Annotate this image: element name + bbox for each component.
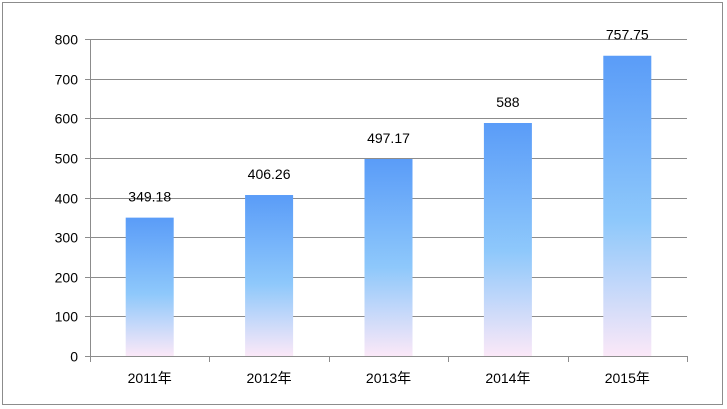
data-label: 406.26 (248, 166, 291, 182)
y-tick-label: 100 (55, 309, 79, 325)
y-tick-label: 0 (70, 349, 78, 365)
data-label: 588 (496, 94, 520, 110)
x-tick-label: 2015年 (605, 370, 650, 386)
x-tick-label: 2013年 (366, 370, 411, 386)
bar (125, 217, 174, 356)
chart-frame (2, 2, 723, 405)
y-tick-label: 800 (55, 32, 79, 48)
labels: 0 100 200 300 400 500 600 700 800 2011年 349.18 2012… (55, 27, 650, 386)
y-tick-label: 400 (55, 191, 79, 207)
y-tick-label: 300 (55, 230, 79, 246)
gridlines (90, 39, 687, 317)
x-tick-label: 2014年 (485, 370, 530, 386)
y-tick-label: 700 (55, 72, 79, 88)
x-tick-label: 2012年 (247, 370, 292, 386)
y-tick-label: 200 (55, 270, 79, 286)
data-label: 497.17 (367, 130, 410, 146)
bar (245, 195, 294, 356)
bar (483, 123, 532, 356)
bar (603, 55, 652, 356)
y-tick-label: 500 (55, 151, 79, 167)
data-label: 349.18 (128, 189, 171, 205)
bars (125, 55, 652, 356)
y-tick-label: 600 (55, 111, 79, 127)
bar (364, 158, 413, 356)
axes (85, 39, 688, 362)
data-label: 757.75 (606, 27, 649, 43)
x-tick-label: 2011年 (128, 370, 172, 386)
